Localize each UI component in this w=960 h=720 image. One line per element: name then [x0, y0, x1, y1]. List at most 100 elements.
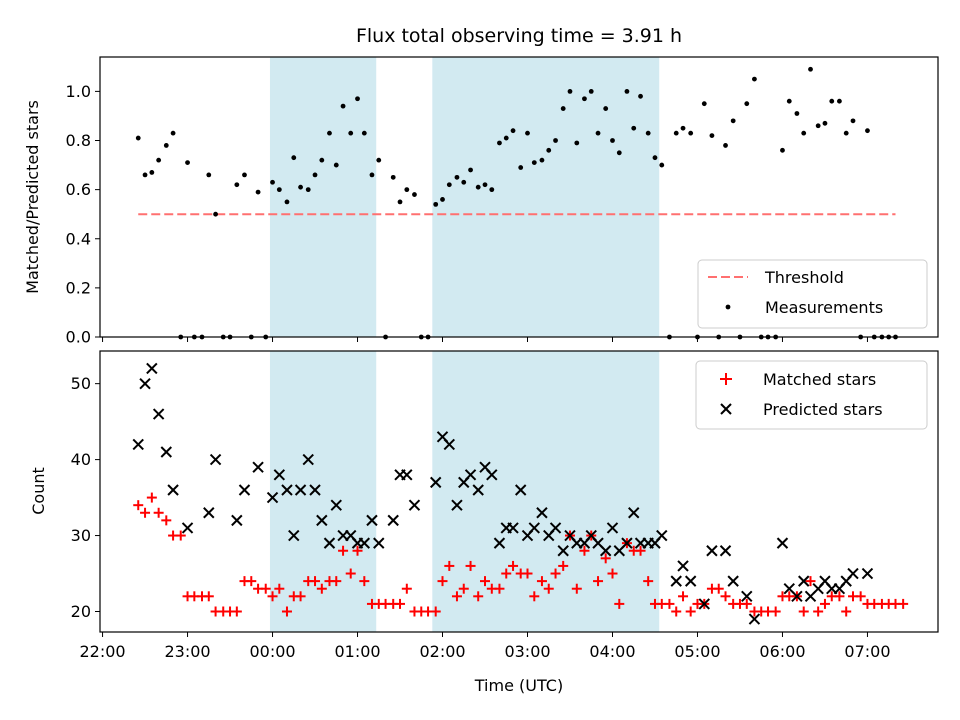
- matched-star-point: [146, 492, 157, 503]
- measurement-point: [808, 66, 813, 72]
- matched-star-point: [359, 576, 370, 587]
- measurement-point: [242, 172, 247, 178]
- matched-star-point: [401, 583, 412, 594]
- predicted-star-point: [861, 567, 874, 580]
- predicted-star-point: [536, 507, 548, 519]
- matched-star-point: [430, 606, 441, 617]
- bottom-x-ticks: 22:00 23:00 00:00 01:00 02:00 03:00 04:00 05:00…: [79, 632, 891, 661]
- measurement-point: [752, 76, 757, 82]
- measurement-point: [185, 160, 190, 166]
- measurement-point: [234, 182, 240, 188]
- measurement-point: [574, 140, 580, 146]
- top-x-ticks: [102, 337, 868, 342]
- predicted-star-point: [493, 537, 506, 549]
- measurement-point: [348, 130, 354, 136]
- y-tick-label: 0.4: [66, 229, 91, 248]
- matched-star-point: [855, 591, 866, 602]
- matched-star-point: [494, 583, 505, 594]
- measurement-point: [553, 138, 558, 143]
- measurement-point: [525, 130, 530, 136]
- matched-star-point: [770, 606, 781, 617]
- measurement-point: [397, 199, 403, 205]
- predicted-star-point: [628, 507, 640, 519]
- legend-predicted-label: Predicted stars: [763, 400, 883, 419]
- measurement-point: [404, 187, 410, 193]
- measurement-point: [163, 143, 169, 148]
- predicted-star-point: [408, 499, 421, 511]
- predicted-star-point: [366, 514, 378, 527]
- matched-star-point: [281, 606, 292, 617]
- measurement-point: [149, 170, 155, 175]
- matched-star-point: [260, 583, 271, 594]
- top-legend: Threshold Measurements: [697, 259, 928, 329]
- predicted-star-point: [160, 446, 172, 458]
- measurement-point: [369, 172, 375, 178]
- matched-star-point: [805, 576, 816, 587]
- measurement-point: [837, 98, 842, 104]
- measurement-point: [461, 179, 467, 185]
- matched-star-point: [295, 591, 306, 602]
- predicted-star-point: [358, 537, 371, 549]
- matched-star-point: [798, 606, 809, 617]
- predicted-star-point: [719, 545, 732, 557]
- predicted-star-point: [847, 567, 859, 580]
- predicted-star-point: [387, 514, 399, 527]
- predicted-star-point: [656, 529, 668, 542]
- measurement-point: [603, 106, 609, 111]
- measurement-point: [276, 187, 282, 193]
- measurement-point: [298, 184, 303, 190]
- matched-star-point: [614, 598, 625, 609]
- measurement-point: [688, 130, 694, 136]
- measurement-point: [433, 201, 439, 207]
- matched-star-point: [451, 591, 462, 602]
- measurement-point: [786, 98, 792, 104]
- predicted-star-point: [132, 438, 144, 451]
- matched-star-point: [140, 507, 151, 518]
- predicted-star-point: [146, 362, 158, 375]
- matched-star-point: [473, 591, 484, 602]
- matched-star-point: [161, 515, 172, 526]
- predicted-star-point: [791, 590, 803, 603]
- measurement-point: [546, 147, 552, 153]
- y-tick-label: 30: [71, 526, 91, 545]
- predicted-star-point: [152, 408, 165, 420]
- predicted-star-point: [670, 575, 682, 587]
- matched-star-point: [331, 576, 342, 587]
- legend-measurements-swatch: [725, 304, 731, 310]
- measurement-point: [560, 106, 566, 111]
- predicted-star-point: [727, 575, 739, 587]
- measurement-point: [582, 96, 587, 102]
- matched-star-point: [352, 545, 363, 556]
- x-tick-label: 23:00: [164, 642, 210, 661]
- matched-star-point: [685, 606, 696, 617]
- x-tick-label: 04:00: [589, 642, 635, 661]
- matched-star-point: [600, 553, 611, 564]
- measurement-point: [412, 192, 417, 197]
- y-tick-label: 0.2: [66, 278, 91, 297]
- measurement-point: [610, 138, 615, 143]
- measurement-point: [616, 150, 622, 156]
- predicted-star-point: [139, 377, 151, 390]
- matched-star-point: [444, 560, 455, 571]
- x-tick-label: 06:00: [759, 642, 805, 661]
- x-tick-label: 02:00: [419, 642, 465, 661]
- measurement-points: [135, 66, 898, 340]
- measurement-point: [446, 182, 452, 188]
- matched-star-point: [316, 583, 327, 594]
- matched-star-point: [267, 591, 278, 602]
- predicted-star-point: [528, 522, 541, 534]
- predicted-star-point: [273, 469, 286, 481]
- matched-star-point: [153, 507, 164, 518]
- measurement-point: [850, 118, 856, 124]
- measurement-point: [135, 135, 141, 141]
- predicted-star-point: [706, 545, 718, 557]
- measurement-point: [709, 133, 715, 138]
- measurement-point: [213, 211, 218, 217]
- measurement-point: [340, 103, 346, 109]
- top-axes-frame: [99, 56, 939, 338]
- measurement-point: [482, 182, 488, 188]
- measurement-point: [291, 155, 297, 161]
- measurement-point: [468, 167, 473, 173]
- bottom-y-ticks: 20 30 40 50: [71, 374, 100, 621]
- y-tick-label: 0.0: [66, 328, 91, 347]
